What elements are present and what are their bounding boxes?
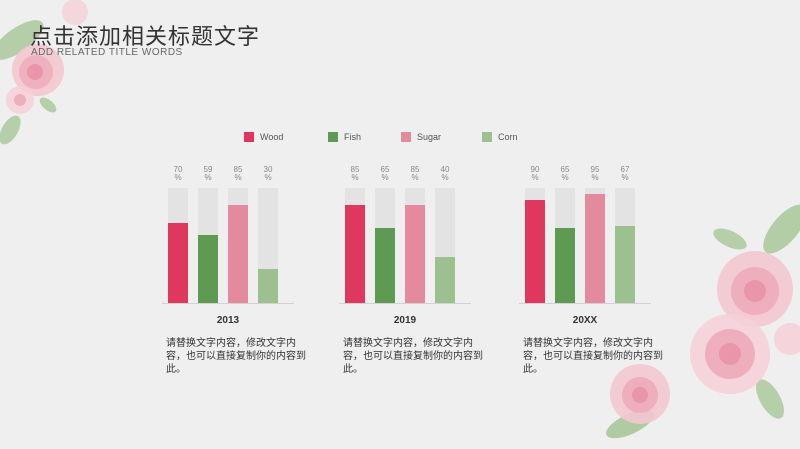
bar-column-corn: 67% [615,166,635,306]
bar-group-2013: 70% 59% 85% 30% [162,166,312,306]
bar-column-wood: 85% [345,166,365,306]
bar-track [228,188,248,303]
bar-corn [435,257,455,303]
legend-swatch-corn [482,132,492,142]
flower-decoration-bottom-right [606,204,800,439]
bar-baseline [519,303,651,304]
bar-track [405,188,425,303]
bar-track [435,188,455,303]
legend-label-corn: Corn [498,132,518,142]
bar-track [525,188,545,303]
legend-item-corn: Corn [482,130,518,144]
description-text-2013: 请替换文字内容，修改文字内容，也可以直接复制你的内容到此。 [166,338,306,375]
bar-wood [345,205,365,303]
bar-track [375,188,395,303]
page-title: 点击添加相关标题文字 [30,25,261,50]
bar-wood [168,222,188,303]
bar-wood [525,199,545,303]
bar-corn [258,268,278,303]
bar-fish [198,235,218,303]
bar-value-label: 67% [620,165,630,182]
bar-value-label: 90% [530,165,540,182]
bar-sugar [228,205,248,303]
bar-track [198,188,218,303]
bar-value-label: 65% [560,165,570,182]
bar-column-sugar: 85% [405,166,425,306]
bar-column-corn: 30% [258,166,278,306]
bar-value-label: 95% [590,165,600,182]
legend-item-fish: Fish [328,130,361,144]
bar-baseline [339,303,471,304]
legend-swatch-sugar [401,132,411,142]
page-subtitle: ADD RELATED TITLE WORDS [31,47,183,58]
bar-track [555,188,575,303]
bar-track [168,188,188,303]
bar-column-wood: 70% [168,166,188,306]
bar-value-label: 30% [263,165,273,182]
bar-value-label: 40% [440,165,450,182]
bar-column-fish: 59% [198,166,218,306]
category-label-2013: 2013 [216,315,240,326]
bar-corn [615,225,635,303]
bar-baseline [162,303,294,304]
legend-label-wood: Wood [260,132,284,142]
bar-fish [555,228,575,303]
bar-column-sugar: 95% [585,166,605,306]
bar-sugar [405,205,425,303]
bar-fish [375,228,395,303]
description-text-20XX: 请替换文字内容，修改文字内容，也可以直接复制你的内容到此。 [523,338,663,375]
bar-track [258,188,278,303]
legend-label-fish: Fish [344,132,362,142]
bar-value-label: 85% [233,165,243,182]
bar-value-label: 65% [380,165,390,182]
legend-swatch-fish [328,132,338,142]
bar-track [615,188,635,303]
bar-value-label: 70% [173,165,183,182]
bar-track [585,188,605,303]
bar-value-label: 85% [350,165,360,182]
bar-value-label: 85% [410,165,420,182]
legend-item-sugar: Sugar [401,130,441,144]
legend-label-sugar: Sugar [417,132,442,142]
bar-column-corn: 40% [435,166,455,306]
description-text-2019: 请替换文字内容，修改文字内容，也可以直接复制你的内容到此。 [343,338,483,375]
bar-value-label: 59% [203,165,213,182]
bar-column-sugar: 85% [228,166,248,306]
chart-legend: Wood Fish Sugar Corn [244,130,574,146]
category-label-20XX: 20XX [572,315,598,326]
category-label-2019: 2019 [393,315,417,326]
bar-column-wood: 90% [525,166,545,306]
bar-group-2019: 85% 65% 85% 40% [339,166,489,306]
bar-group-20XX: 90% 65% 95% 67% [519,166,669,306]
legend-item-wood: Wood [244,130,283,144]
bar-track [345,188,365,303]
legend-swatch-wood [244,132,254,142]
bar-column-fish: 65% [375,166,395,306]
bar-sugar [585,193,605,303]
bar-column-fish: 65% [555,166,575,306]
flower-decoration-top-left [0,0,88,145]
